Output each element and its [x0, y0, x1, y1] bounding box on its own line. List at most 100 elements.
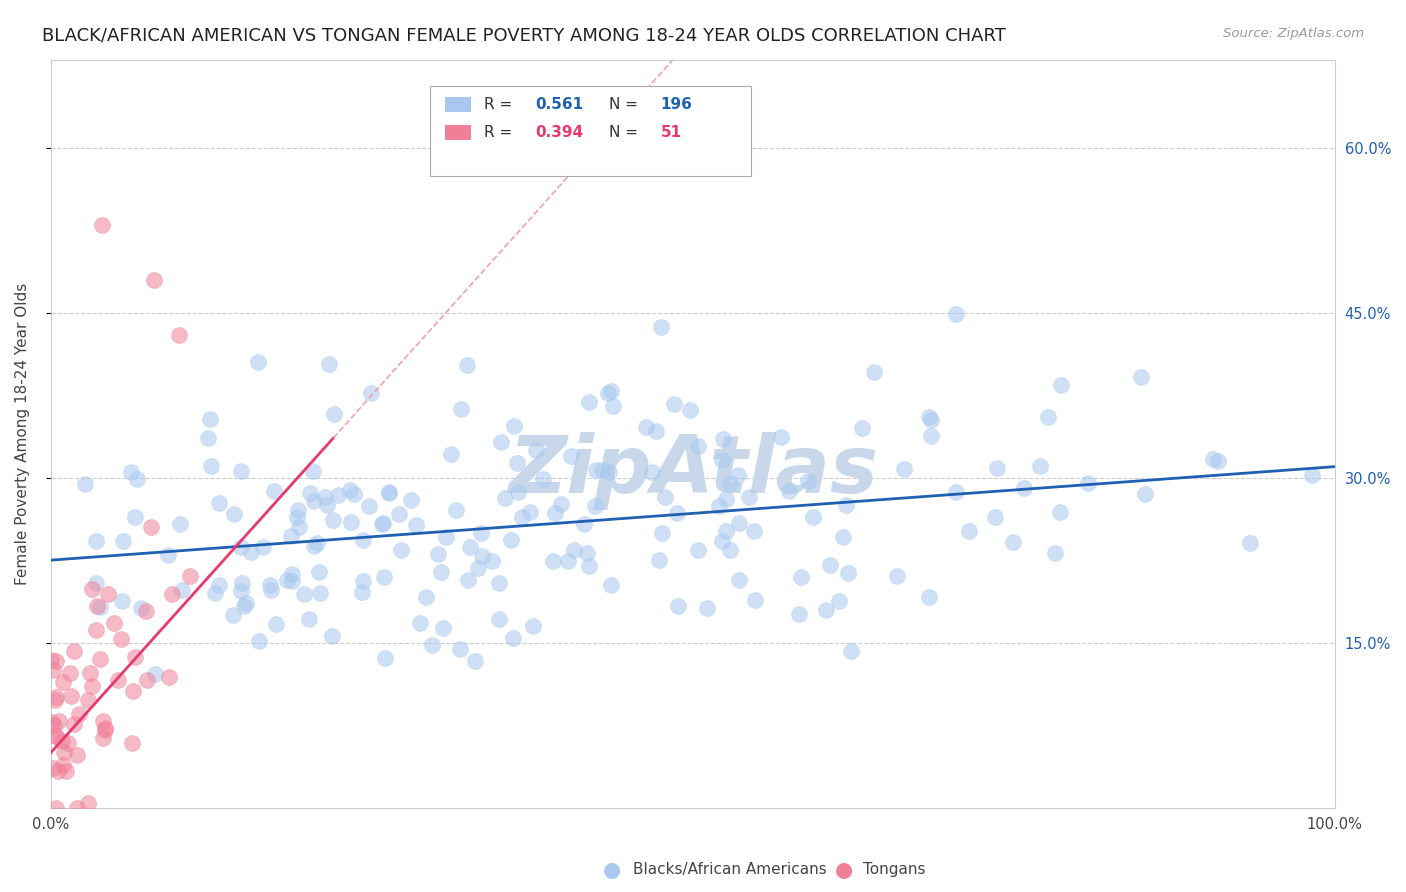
Y-axis label: Female Poverty Among 18-24 Year Olds: Female Poverty Among 18-24 Year Olds — [15, 283, 30, 585]
Point — [440, 447, 463, 461]
Point — [1202, 452, 1225, 467]
Point — [598, 466, 620, 480]
Point — [457, 573, 479, 587]
Point — [488, 612, 510, 626]
Point — [470, 525, 492, 540]
Point — [292, 586, 315, 600]
Point — [84, 624, 107, 638]
Point — [204, 586, 226, 600]
Text: 0.561: 0.561 — [534, 97, 583, 112]
Point — [679, 402, 702, 417]
Point — [711, 432, 734, 446]
Point — [415, 590, 437, 604]
Point — [405, 518, 427, 533]
Point — [893, 462, 915, 476]
Point — [432, 621, 454, 635]
Point — [229, 583, 252, 598]
Point — [1049, 378, 1071, 392]
Point — [66, 748, 89, 763]
Point — [378, 484, 401, 499]
Point — [302, 464, 325, 478]
Point — [1206, 453, 1229, 467]
Point — [420, 638, 443, 652]
Point — [714, 524, 737, 538]
Point — [769, 430, 792, 444]
Point — [44, 693, 66, 707]
Point — [353, 533, 375, 547]
Point — [797, 474, 820, 488]
Point — [235, 596, 257, 610]
Point — [851, 420, 873, 434]
Point — [578, 395, 600, 409]
Point — [357, 500, 380, 514]
Text: ●: ● — [603, 860, 620, 880]
Point — [707, 499, 730, 513]
Point — [650, 320, 672, 334]
Point — [1036, 410, 1059, 425]
Point — [464, 654, 486, 668]
Point — [112, 533, 135, 548]
Text: R =: R = — [484, 125, 516, 140]
Point — [39, 652, 62, 666]
Point — [560, 449, 582, 463]
Point — [918, 590, 941, 604]
Point — [666, 506, 689, 520]
Text: BLACK/AFRICAN AMERICAN VS TONGAN FEMALE POVERTY AMONG 18-24 YEAR OLDS CORRELATIO: BLACK/AFRICAN AMERICAN VS TONGAN FEMALE … — [42, 27, 1007, 45]
Point — [494, 491, 516, 505]
Point — [651, 525, 673, 540]
Point — [352, 574, 374, 589]
Point — [918, 410, 941, 425]
Point — [634, 420, 657, 434]
Point — [84, 533, 107, 548]
Point — [45, 654, 67, 668]
Point — [89, 599, 111, 614]
Point — [56, 736, 79, 750]
Point — [66, 800, 89, 814]
Point — [46, 764, 69, 779]
Point — [576, 546, 599, 560]
Point — [1133, 487, 1156, 501]
Point — [91, 731, 114, 746]
Point — [167, 327, 190, 342]
Point — [596, 386, 619, 401]
Point — [738, 490, 761, 504]
Point — [208, 578, 231, 592]
Point — [1001, 535, 1024, 549]
Point — [862, 365, 884, 379]
FancyBboxPatch shape — [446, 125, 471, 140]
Point — [686, 543, 709, 558]
Point — [321, 629, 343, 643]
Point — [89, 652, 111, 666]
Point — [222, 607, 245, 622]
Point — [696, 600, 718, 615]
Point — [984, 510, 1007, 524]
Point — [389, 543, 412, 558]
Point — [945, 485, 967, 500]
Point — [143, 667, 166, 681]
Point — [80, 582, 103, 596]
Point — [557, 554, 579, 568]
Point — [77, 693, 100, 707]
Point — [157, 670, 180, 684]
Point — [91, 714, 114, 729]
Point — [55, 764, 77, 778]
Text: N =: N = — [609, 125, 643, 140]
Point — [276, 573, 298, 587]
Point — [434, 530, 457, 544]
Point — [471, 549, 494, 563]
Point — [93, 721, 115, 735]
Point — [373, 516, 395, 530]
Point — [48, 714, 70, 729]
Point — [835, 498, 858, 512]
Point — [280, 529, 302, 543]
Point — [818, 558, 841, 572]
Point — [121, 736, 143, 750]
Point — [814, 603, 837, 617]
Point — [524, 442, 547, 457]
Point — [456, 359, 478, 373]
Text: 0.394: 0.394 — [534, 125, 583, 140]
Point — [326, 488, 349, 502]
Point — [600, 384, 623, 398]
Point — [641, 465, 664, 479]
Point — [718, 476, 741, 491]
